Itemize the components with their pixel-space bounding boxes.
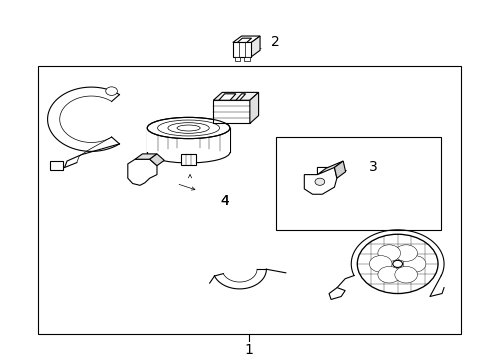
Bar (234, 57, 240, 61)
Polygon shape (237, 38, 251, 42)
Circle shape (394, 245, 417, 261)
Polygon shape (235, 94, 245, 100)
Text: 2: 2 (271, 36, 280, 49)
Polygon shape (328, 288, 345, 300)
Text: 4: 4 (220, 194, 228, 208)
Polygon shape (232, 42, 251, 57)
Polygon shape (213, 93, 258, 100)
Polygon shape (304, 167, 336, 194)
Bar (244, 57, 249, 61)
Circle shape (377, 245, 400, 261)
Circle shape (105, 87, 117, 95)
Text: 1: 1 (244, 343, 253, 357)
Polygon shape (149, 154, 164, 166)
Circle shape (394, 266, 417, 283)
Text: 3: 3 (368, 161, 376, 175)
Bar (276, 137, 441, 230)
Polygon shape (127, 159, 157, 185)
Circle shape (377, 266, 400, 283)
Polygon shape (181, 154, 196, 165)
Polygon shape (213, 100, 249, 123)
Bar (38, 66, 460, 334)
Polygon shape (317, 161, 343, 175)
Polygon shape (50, 161, 63, 170)
Polygon shape (219, 94, 235, 100)
Circle shape (403, 256, 425, 272)
Circle shape (314, 178, 324, 185)
Text: 4: 4 (220, 194, 228, 208)
Polygon shape (232, 36, 260, 42)
Polygon shape (251, 36, 260, 57)
Polygon shape (249, 93, 258, 123)
Circle shape (392, 260, 402, 267)
Ellipse shape (147, 117, 229, 139)
Circle shape (368, 256, 391, 272)
Polygon shape (334, 161, 345, 178)
Polygon shape (147, 128, 229, 152)
Polygon shape (135, 154, 157, 159)
